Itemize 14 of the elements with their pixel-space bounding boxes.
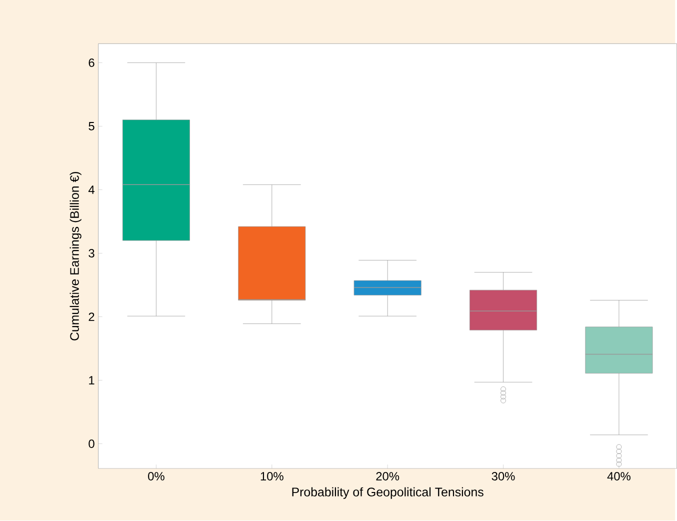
x-tick-label: 40% <box>607 472 630 481</box>
x-axis-title: Probability of Geopolitical Tensions <box>292 487 484 500</box>
y-tick-label: 2 <box>88 312 94 322</box>
y-tick-label: 0 <box>88 440 94 448</box>
y-tick-label: 3 <box>88 249 94 258</box>
y-axis-title: Cumulative Earnings (Billion €) <box>70 172 82 341</box>
x-tick-label: 10% <box>260 472 284 481</box>
x-tick-label: 20% <box>376 472 400 481</box>
y-tick-label: 1 <box>89 376 94 385</box>
x-tick-label: 0% <box>148 472 164 481</box>
y-tick-label: 5 <box>88 122 94 131</box>
y-tick-label: 6 <box>88 58 94 68</box>
x-tick-label: 30% <box>492 472 515 481</box>
y-tick-label: 4 <box>88 186 94 194</box>
